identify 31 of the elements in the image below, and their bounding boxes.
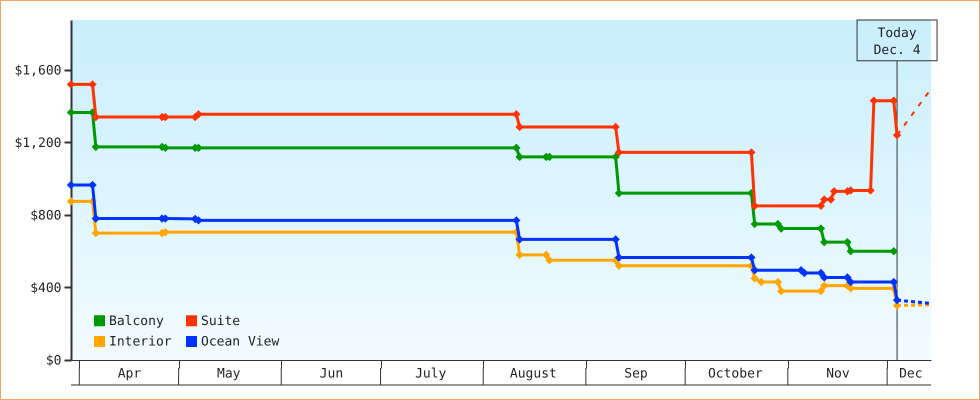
- point: [890, 96, 898, 105]
- y-tick-label: $0: [46, 354, 62, 368]
- point: [750, 274, 759, 283]
- x-tick-label: Apr: [118, 366, 142, 382]
- legend-label: Balcony: [109, 314, 164, 329]
- point: [512, 110, 520, 118]
- x-tick-label: October: [708, 366, 763, 382]
- point: [890, 247, 898, 256]
- point: [846, 284, 855, 293]
- point: [512, 144, 520, 152]
- y-tick-label: $1,600: [14, 63, 62, 78]
- y-tick-label: $800: [30, 208, 62, 224]
- legend-label: Suite: [201, 314, 240, 329]
- point: [750, 266, 759, 274]
- y-tick-label: $1,200: [14, 136, 62, 151]
- point: [820, 238, 828, 246]
- x-tick-label: July: [415, 366, 447, 382]
- x-tick-label: August: [510, 366, 557, 382]
- x-tick-label: Nov: [826, 366, 850, 382]
- point: [820, 281, 828, 290]
- ref-line-label: Today Dec. 4: [874, 26, 921, 58]
- point: [846, 247, 855, 256]
- point: [777, 286, 786, 296]
- legend-label: Interior: [109, 334, 172, 350]
- y-tick-label: $400: [30, 280, 62, 296]
- x-tick-label: May: [217, 366, 241, 382]
- x-tick-label: Jun: [320, 366, 344, 382]
- x-tick-label: Dec: [899, 366, 923, 382]
- x-tick-label: Sep: [624, 366, 648, 382]
- legend-label: Ocean View: [201, 334, 280, 350]
- point: [512, 216, 520, 225]
